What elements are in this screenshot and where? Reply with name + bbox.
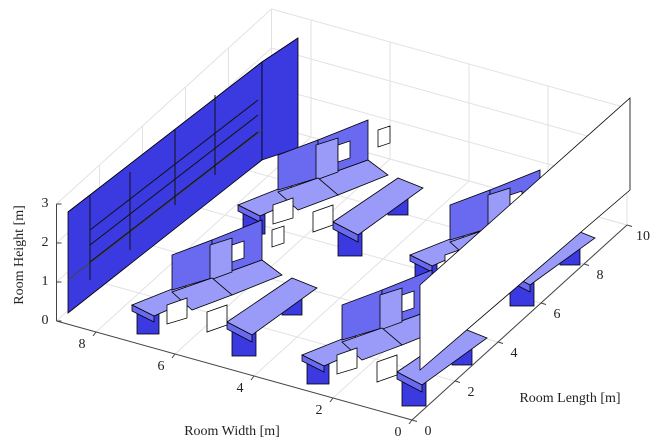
x-tick-label: 6: [554, 307, 561, 322]
z-tick-label: 0: [42, 313, 49, 328]
x-tick-label: 4: [511, 346, 518, 361]
y-tick-label: 0: [395, 425, 402, 440]
tick-mark: [627, 225, 632, 227]
tick-mark: [330, 398, 333, 402]
x-tick-label: 8: [597, 268, 604, 283]
tick-mark: [409, 420, 412, 424]
tick-mark: [93, 332, 96, 336]
tick-mark: [455, 381, 460, 383]
tick-mark: [172, 354, 175, 358]
y-tick-label: 2: [316, 403, 323, 418]
y-tick-label: 6: [158, 359, 165, 374]
z-tick-label: 1: [42, 274, 49, 289]
x-tick-label: 10: [636, 229, 650, 244]
z-tick-label: 3: [42, 196, 49, 211]
grid-line: [272, 9, 628, 108]
tick-mark: [412, 420, 417, 422]
x-tick-label: 2: [468, 385, 475, 400]
y-axis-label: Room Width [m]: [184, 424, 280, 439]
x-tick-label: 0: [425, 424, 432, 439]
z-axis-label: Room Height [m]: [12, 205, 27, 305]
tick-mark: [584, 264, 589, 266]
y-tick-label: 8: [79, 337, 86, 352]
z-tick-label: 2: [42, 235, 49, 250]
chart: 0 2 4 6 8 10 0 2 4 6 8 0 1 2 3 Room Length [m] Room Wi…: [0, 0, 661, 444]
grid-line: [272, 48, 628, 147]
tick-mark: [541, 303, 546, 305]
x-axis-label: Room Length [m]: [519, 391, 620, 406]
tick-mark: [498, 342, 503, 344]
tick-mark: [251, 376, 254, 380]
y-tick-label: 4: [237, 381, 244, 396]
